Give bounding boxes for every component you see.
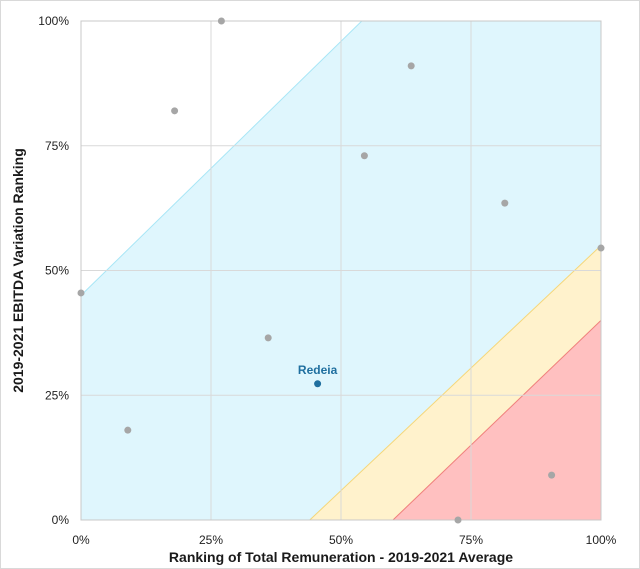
y-tick-label: 100%: [38, 14, 69, 28]
y-tick-label: 75%: [45, 139, 69, 153]
data-point: [454, 516, 462, 524]
x-tick-label: 0%: [72, 533, 90, 547]
y-tick-label: 50%: [45, 264, 69, 278]
plot-border: [80, 20, 602, 521]
data-point: [124, 426, 132, 434]
highlight-label: Redeia: [298, 363, 338, 377]
data-point: [264, 334, 272, 342]
x-tick-label: 50%: [329, 533, 353, 547]
x-tick-label: 100%: [586, 533, 617, 547]
tick-labels: 0% 25% 50% 75% 100% 0% 25% 50% 75% 100%: [38, 14, 616, 547]
data-point: [360, 152, 368, 160]
data-point: [548, 471, 556, 479]
data-point: [407, 62, 415, 70]
gridlines: [80, 20, 602, 521]
data-points: Redeia: [77, 17, 605, 524]
x-axis-title: Ranking of Total Remuneration - 2019-202…: [169, 549, 513, 565]
x-tick-label: 75%: [459, 533, 483, 547]
data-point: [501, 199, 509, 207]
y-axis-title: 2019-2021 EBITDA Variation Ranking: [10, 148, 26, 393]
data-point: [77, 289, 85, 297]
y-tick-label: 0%: [52, 513, 70, 527]
y-tick-label: 25%: [45, 388, 69, 402]
x-tick-label: 25%: [199, 533, 223, 547]
data-point: [171, 107, 179, 115]
data-point: [597, 244, 605, 252]
data-point: [217, 17, 225, 25]
highlight-point: [314, 380, 322, 388]
